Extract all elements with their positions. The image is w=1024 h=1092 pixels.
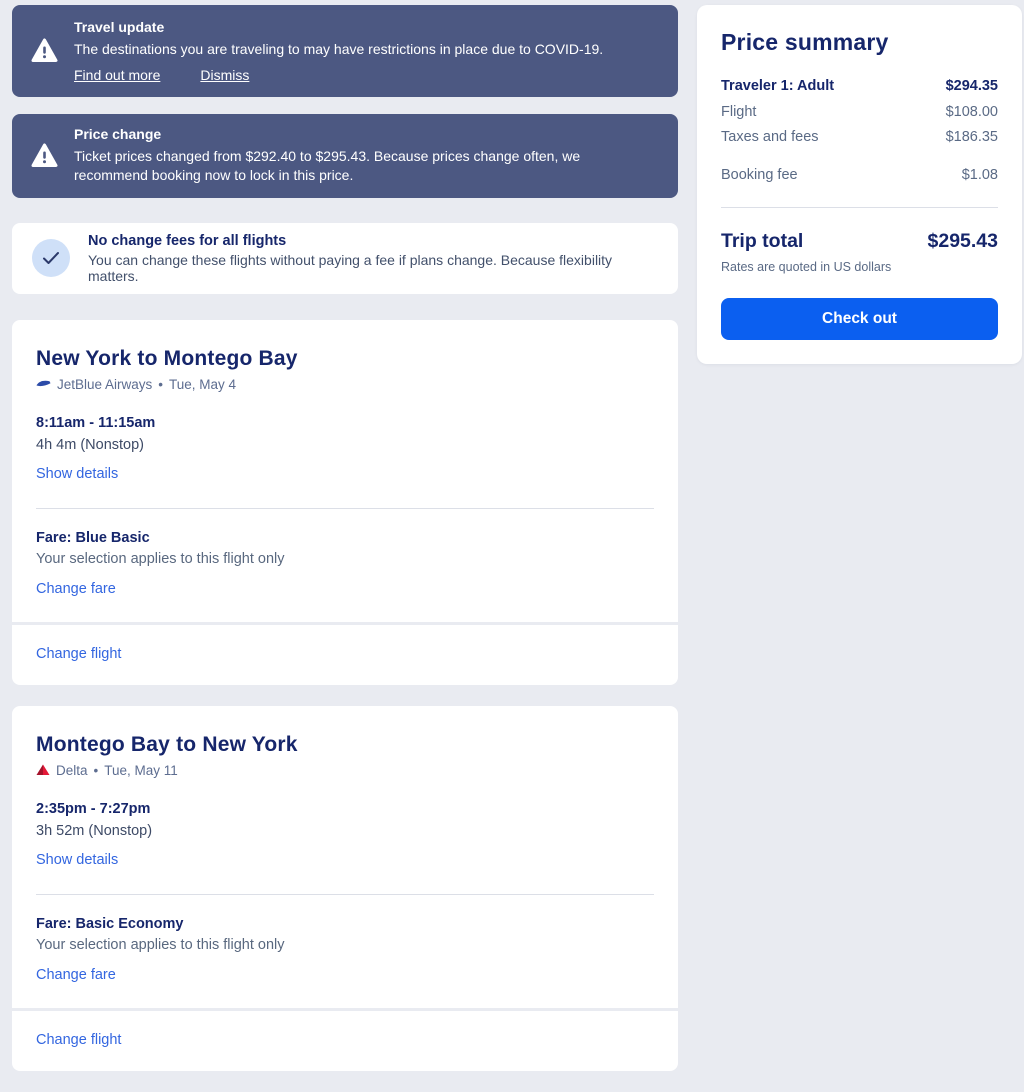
taxes-label: Taxes and fees — [721, 129, 819, 145]
travel-update-links: Find out more Dismiss — [74, 67, 603, 83]
warning-icon — [30, 143, 58, 168]
price-change-title: Price change — [74, 125, 162, 142]
price-summary-panel: Price summary Traveler 1: Adult $294.35 … — [697, 5, 1022, 364]
airline-row: JetBlue Airways • Tue, May 4 — [36, 377, 654, 392]
fare-section: Fare: Basic Economy Your selection appli… — [12, 895, 678, 1008]
price-summary-title: Price summary — [721, 29, 889, 55]
airline-name: JetBlue Airways — [57, 376, 153, 392]
flight-main: New York to Montego Bay JetBlue Airways … — [12, 320, 678, 509]
traveler-value: $294.35 — [945, 78, 998, 94]
flight-card-outbound: New York to Montego Bay JetBlue Airways … — [12, 319, 678, 685]
fare-section: Fare: Blue Basic Your selection applies … — [12, 509, 678, 622]
flight-duration: 3h 52m (Nonstop) — [36, 822, 153, 839]
traveler-row: Traveler 1: Adult $294.35 — [721, 78, 998, 94]
rates-note: Rates are quoted in US dollars — [721, 260, 892, 274]
show-details-link[interactable]: Show details — [36, 465, 119, 482]
fare-label: Fare: Blue Basic — [36, 529, 150, 546]
change-fare-link[interactable]: Change fare — [36, 966, 116, 983]
trip-total-label: Trip total — [721, 230, 804, 252]
travel-update-content: Travel update The destinations you are t… — [74, 19, 603, 83]
change-fare-link[interactable]: Change fare — [36, 580, 116, 597]
booking-fee-row: Booking fee $1.08 — [721, 167, 998, 183]
no-change-fees-notice: No change fees for all flights You can c… — [12, 222, 678, 294]
airline-name: Delta — [56, 762, 88, 778]
change-flight-link[interactable]: Change flight — [36, 645, 122, 662]
flight-main: Montego Bay to New York Delta • Tue, May… — [12, 706, 678, 895]
flight-title: New York to Montego Bay — [36, 346, 298, 370]
check-out-button[interactable]: Check out — [721, 298, 998, 340]
travel-update-title: Travel update — [74, 19, 165, 35]
travel-update-banner: Travel update The destinations you are t… — [12, 5, 678, 97]
booking-fee-value: $1.08 — [961, 167, 998, 183]
notice-title: No change fees for all flights — [88, 232, 287, 249]
taxes-value: $186.35 — [945, 129, 998, 145]
show-details-link[interactable]: Show details — [36, 851, 119, 868]
airline-row: Delta • Tue, May 11 — [36, 763, 654, 778]
main-column: Travel update The destinations you are t… — [12, 5, 678, 1092]
warning-icon — [30, 38, 58, 63]
trip-total-value: $295.43 — [927, 230, 999, 252]
flight-date: Tue, May 11 — [104, 762, 178, 778]
jetblue-airways-logo-icon — [36, 379, 51, 389]
flight-price-label: Flight — [721, 104, 757, 120]
fare-note: Your selection applies to this flight on… — [36, 936, 285, 953]
travel-update-text: The destinations you are traveling to ma… — [74, 41, 604, 57]
divider — [36, 893, 654, 895]
dot-separator: • — [158, 376, 164, 392]
find-out-more-link[interactable]: Find out more — [74, 66, 161, 83]
divider — [36, 507, 654, 509]
flight-card-footer: Change flight — [12, 625, 678, 685]
dot-separator: • — [93, 762, 99, 778]
flight-price-value: $108.00 — [945, 104, 998, 120]
flight-times: 8:11am - 11:15am — [36, 414, 156, 431]
traveler-label: Traveler 1: Adult — [721, 78, 835, 94]
flight-date: Tue, May 4 — [169, 376, 237, 392]
divider — [12, 621, 678, 625]
booking-fee-label: Booking fee — [721, 167, 798, 183]
fare-label: Fare: Basic Economy — [36, 915, 184, 932]
flight-duration: 4h 4m (Nonstop) — [36, 436, 144, 453]
change-flight-link[interactable]: Change flight — [36, 1031, 122, 1048]
summary-column: Price summary Traveler 1: Adult $294.35 … — [697, 5, 1022, 1092]
dismiss-link[interactable]: Dismiss — [200, 66, 250, 83]
price-change-content: Price change Ticket prices changed from … — [74, 126, 656, 185]
delta-logo-icon — [36, 764, 50, 776]
trip-total-row: Trip total $295.43 — [721, 230, 998, 253]
divider — [721, 207, 998, 208]
flight-price-row: Flight $108.00 — [721, 104, 998, 120]
flight-times: 2:35pm - 7:27pm — [36, 800, 151, 817]
notice-text: You can change these flights without pay… — [88, 251, 613, 284]
taxes-row: Taxes and fees $186.35 — [721, 129, 998, 145]
price-change-banner: Price change Ticket prices changed from … — [12, 113, 678, 198]
fare-note: Your selection applies to this flight on… — [36, 550, 285, 567]
checkmark-icon — [32, 239, 70, 278]
notice-content: No change fees for all flights You can c… — [88, 233, 656, 284]
price-change-text: Ticket prices changed from $292.40 to $2… — [74, 147, 581, 183]
flight-card-return: Montego Bay to New York Delta • Tue, May… — [12, 705, 678, 1071]
flight-title: Montego Bay to New York — [36, 732, 298, 756]
flight-card-footer: Change flight — [12, 1011, 678, 1071]
